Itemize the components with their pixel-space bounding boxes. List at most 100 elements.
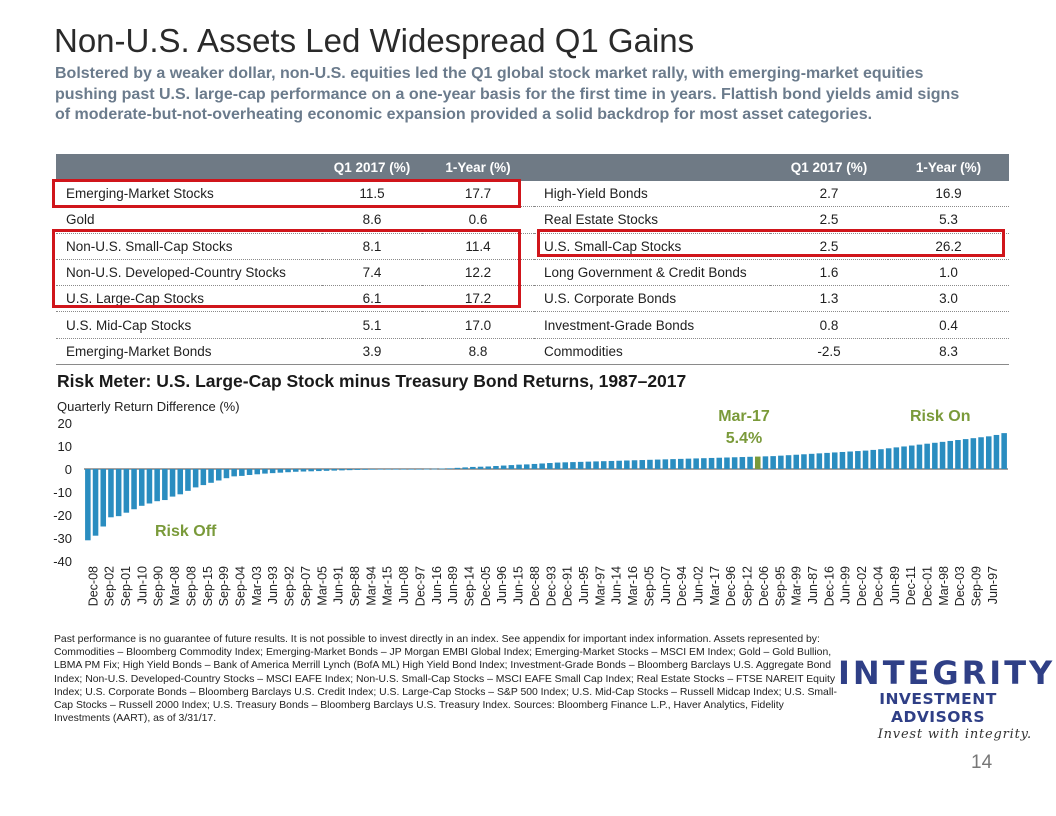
bar <box>616 460 622 469</box>
logo-tagline: Invest with integrity. <box>877 727 1032 742</box>
bar <box>808 453 815 469</box>
bar <box>932 442 938 469</box>
table-cell: 11.4 <box>422 233 534 260</box>
y-tick-label: 0 <box>65 462 72 477</box>
bar <box>862 450 869 469</box>
bar <box>208 469 214 483</box>
table-cell: 5.1 <box>322 311 422 339</box>
bar <box>547 463 553 469</box>
x-tick-label: Sep-92 <box>283 566 297 606</box>
bar <box>870 449 877 469</box>
highlight-annotation-label: Mar-17 <box>718 408 770 425</box>
x-tick-label: Dec-06 <box>757 566 771 606</box>
table-header-row: Q1 2017 (%) 1-Year (%) Q1 2017 (%) 1-Yea… <box>56 154 1009 181</box>
bar <box>416 469 422 470</box>
table-cell: Long Government & Credit Bonds <box>534 259 770 287</box>
x-tick-label: Jun-14 <box>610 566 624 604</box>
bar <box>377 469 384 470</box>
x-tick-label: Jun-02 <box>692 566 706 604</box>
x-tick-label: Sep-08 <box>184 566 198 606</box>
bar <box>400 469 407 470</box>
page-subtitle: Bolstered by a weaker dollar, non-U.S. e… <box>55 65 960 123</box>
bar <box>162 469 168 501</box>
bar <box>131 469 137 510</box>
bar <box>985 436 992 469</box>
bar <box>993 434 1000 469</box>
highlight-box <box>52 179 521 208</box>
bar <box>801 454 807 469</box>
bar <box>123 469 130 513</box>
table-cell: 3.9 <box>322 338 422 366</box>
table-cell: 17.7 <box>422 181 534 208</box>
y-tick-label: 10 <box>58 439 72 454</box>
bar <box>739 457 746 469</box>
company-logo: INTEGRITY INVESTMENT ADVISORS Invest wit… <box>838 656 1052 744</box>
bar <box>423 468 430 470</box>
bar <box>200 469 207 486</box>
x-tick-label: Sep-04 <box>234 566 248 606</box>
x-tick-label: Jun-10 <box>135 566 149 604</box>
bar <box>955 440 961 469</box>
bar <box>262 469 268 474</box>
y-tick-label: 20 <box>58 416 72 431</box>
bar <box>1001 433 1007 469</box>
bar <box>570 462 576 469</box>
x-tick-label: Jun-07 <box>659 566 673 604</box>
table-cell: 8.3 <box>888 338 1009 366</box>
table-row: Emerging-Market Bonds 3.9 8.8 Commoditie… <box>56 338 1009 366</box>
bar <box>855 451 861 469</box>
bar <box>701 458 707 469</box>
bar <box>346 469 353 471</box>
x-tick-label: Mar-94 <box>364 566 378 606</box>
chart-y-axis-label: Quarterly Return Difference (%) <box>57 399 240 414</box>
returns-table: Q1 2017 (%) 1-Year (%) Q1 2017 (%) 1-Yea… <box>56 154 1009 366</box>
bar <box>431 468 438 470</box>
bar <box>516 464 522 469</box>
bar <box>269 469 276 474</box>
bar <box>747 456 753 469</box>
table-cell: 0.8 <box>770 311 888 339</box>
bar <box>639 460 646 469</box>
x-tick-label: Sep-05 <box>642 566 656 606</box>
bar <box>878 449 884 469</box>
bar <box>708 457 715 469</box>
table-cell: 12.2 <box>422 259 534 287</box>
x-tick-label: Sep-95 <box>773 566 787 606</box>
bar <box>762 456 769 469</box>
bar <box>331 469 338 471</box>
table-cell: 1.6 <box>770 259 888 287</box>
bar <box>369 469 376 470</box>
bar <box>85 469 91 541</box>
bar <box>277 469 284 473</box>
bar <box>192 469 199 488</box>
bar <box>539 463 545 469</box>
bar <box>962 439 969 469</box>
bar <box>577 461 584 469</box>
table-cell: 1.3 <box>770 285 888 313</box>
x-tick-label: Jun-97 <box>986 566 1000 604</box>
bar <box>408 469 415 470</box>
bar <box>254 469 261 475</box>
bar <box>716 457 723 469</box>
x-tick-label: Sep-14 <box>463 566 477 606</box>
page-title: Non-U.S. Assets Led Widespread Q1 Gains <box>54 22 695 59</box>
bar <box>454 467 461 469</box>
bar <box>731 457 738 469</box>
table-row: Non-U.S. Developed-Country Stocks 7.4 12… <box>56 259 1009 287</box>
bar <box>600 461 607 469</box>
bar <box>470 466 476 469</box>
bar <box>246 469 253 475</box>
bar <box>554 462 561 469</box>
bar <box>323 469 330 471</box>
table-header: Q1 2017 (%) <box>770 154 888 181</box>
x-tick-label: Jun-93 <box>266 566 280 604</box>
x-tick-label: Dec-97 <box>413 566 427 606</box>
x-tick-label: Dec-91 <box>561 566 575 606</box>
x-tick-label: Jun-95 <box>577 566 591 604</box>
bar <box>169 469 176 497</box>
x-tick-label: Sep-90 <box>152 566 166 606</box>
bar <box>631 460 638 469</box>
bar <box>608 460 615 469</box>
bar <box>824 452 830 469</box>
table-cell: 6.1 <box>322 285 422 313</box>
